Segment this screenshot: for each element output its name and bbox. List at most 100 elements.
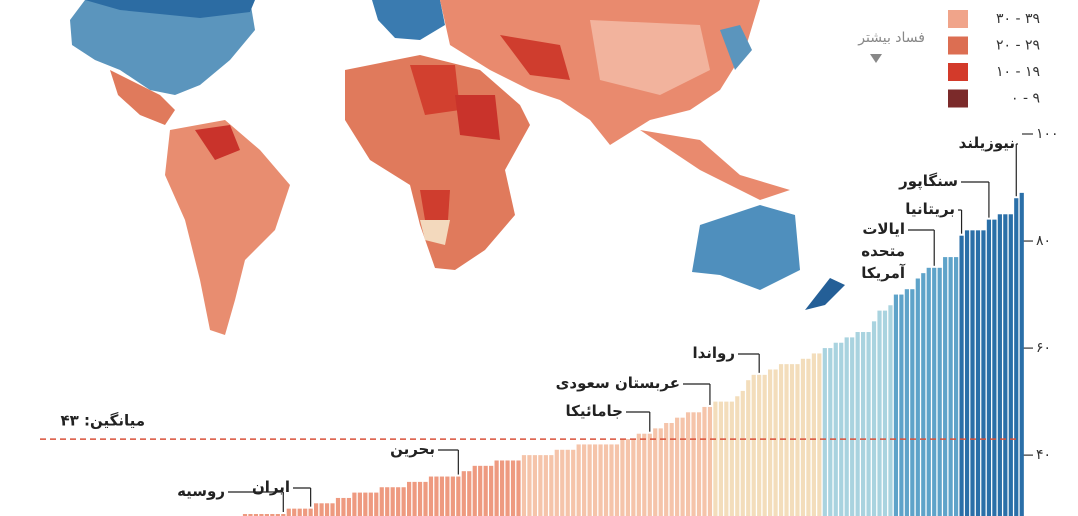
bar bbox=[554, 449, 559, 516]
bar bbox=[560, 449, 565, 516]
bar bbox=[363, 492, 368, 516]
bar bbox=[724, 401, 729, 516]
bar bbox=[341, 497, 346, 516]
bar bbox=[439, 476, 445, 516]
bar bbox=[489, 465, 494, 516]
bar bbox=[1014, 198, 1019, 516]
bar bbox=[757, 374, 762, 516]
southeast-asia bbox=[640, 130, 790, 200]
bar bbox=[609, 444, 614, 516]
bar bbox=[571, 449, 576, 516]
bar bbox=[352, 492, 357, 516]
australia bbox=[692, 205, 800, 290]
bar bbox=[636, 433, 641, 516]
bar bbox=[614, 444, 620, 516]
arrow bbox=[870, 54, 882, 63]
bar bbox=[242, 514, 248, 516]
bar bbox=[893, 294, 899, 516]
bar bbox=[959, 235, 964, 516]
bar bbox=[669, 423, 674, 516]
bar bbox=[795, 364, 800, 516]
bar bbox=[954, 257, 959, 516]
bar bbox=[275, 514, 280, 516]
bar bbox=[943, 257, 948, 516]
bar bbox=[680, 417, 685, 516]
bar bbox=[390, 487, 395, 516]
bar bbox=[899, 294, 904, 516]
bar bbox=[603, 444, 609, 516]
japan bbox=[720, 25, 752, 70]
bar bbox=[800, 358, 806, 516]
bar bbox=[264, 514, 269, 516]
bar bbox=[565, 449, 570, 516]
bar bbox=[811, 353, 816, 516]
venezuela bbox=[195, 125, 240, 160]
bar bbox=[822, 348, 827, 516]
bar bbox=[915, 278, 920, 516]
bar bbox=[357, 492, 362, 516]
y-tick-label: ۸۰ bbox=[1036, 233, 1051, 249]
south-america bbox=[165, 120, 290, 335]
bar bbox=[582, 444, 587, 516]
bar bbox=[877, 310, 882, 516]
bar bbox=[374, 492, 379, 516]
world-map bbox=[70, 0, 845, 335]
bar bbox=[975, 230, 981, 516]
bar bbox=[434, 476, 439, 516]
bar bbox=[937, 267, 942, 516]
bar bbox=[248, 514, 253, 516]
legend-swatch bbox=[948, 63, 968, 81]
bar bbox=[986, 219, 992, 516]
bar bbox=[926, 267, 931, 516]
north-america bbox=[70, 0, 255, 95]
mexico bbox=[110, 70, 175, 125]
bar bbox=[478, 465, 483, 516]
bar bbox=[467, 471, 472, 516]
legend-note: فساد بیشتر bbox=[857, 30, 925, 46]
bar bbox=[286, 508, 291, 516]
bar bbox=[401, 487, 406, 516]
bar bbox=[330, 503, 335, 516]
bar bbox=[625, 439, 630, 516]
bar bbox=[740, 390, 745, 516]
bar bbox=[773, 369, 778, 516]
annotation-label: ایران bbox=[251, 478, 290, 496]
bar bbox=[696, 412, 702, 516]
bar bbox=[423, 481, 428, 516]
bar bbox=[707, 406, 713, 516]
bar bbox=[576, 444, 581, 516]
annotation-label: بریتانیا bbox=[905, 200, 955, 218]
bar bbox=[762, 374, 767, 516]
bar bbox=[538, 455, 543, 516]
bar bbox=[368, 492, 373, 516]
bar bbox=[620, 439, 625, 516]
bar bbox=[981, 230, 986, 516]
bar bbox=[253, 514, 259, 516]
bar bbox=[768, 369, 773, 516]
bar bbox=[297, 508, 302, 516]
bar bbox=[505, 460, 510, 516]
bar bbox=[997, 214, 1002, 516]
bar bbox=[445, 476, 450, 516]
bar bbox=[691, 412, 696, 516]
southern-africa bbox=[420, 220, 450, 245]
bar bbox=[631, 439, 636, 516]
legend-label: ۲۰ - ۲۹ bbox=[996, 38, 1040, 54]
bar bbox=[516, 460, 521, 516]
bar bbox=[789, 364, 795, 516]
bar bbox=[1003, 214, 1008, 516]
bar bbox=[735, 396, 740, 516]
bar bbox=[904, 289, 909, 516]
bar bbox=[499, 460, 505, 516]
bar bbox=[417, 481, 423, 516]
bar bbox=[778, 364, 784, 516]
bar bbox=[855, 332, 860, 516]
annotation-label: سنگاپور bbox=[899, 172, 958, 190]
bar bbox=[1008, 214, 1013, 516]
bar bbox=[385, 487, 390, 516]
bar bbox=[921, 273, 926, 516]
sudan bbox=[455, 95, 500, 140]
bar bbox=[833, 342, 838, 516]
bar bbox=[729, 401, 734, 516]
bar bbox=[658, 428, 663, 516]
